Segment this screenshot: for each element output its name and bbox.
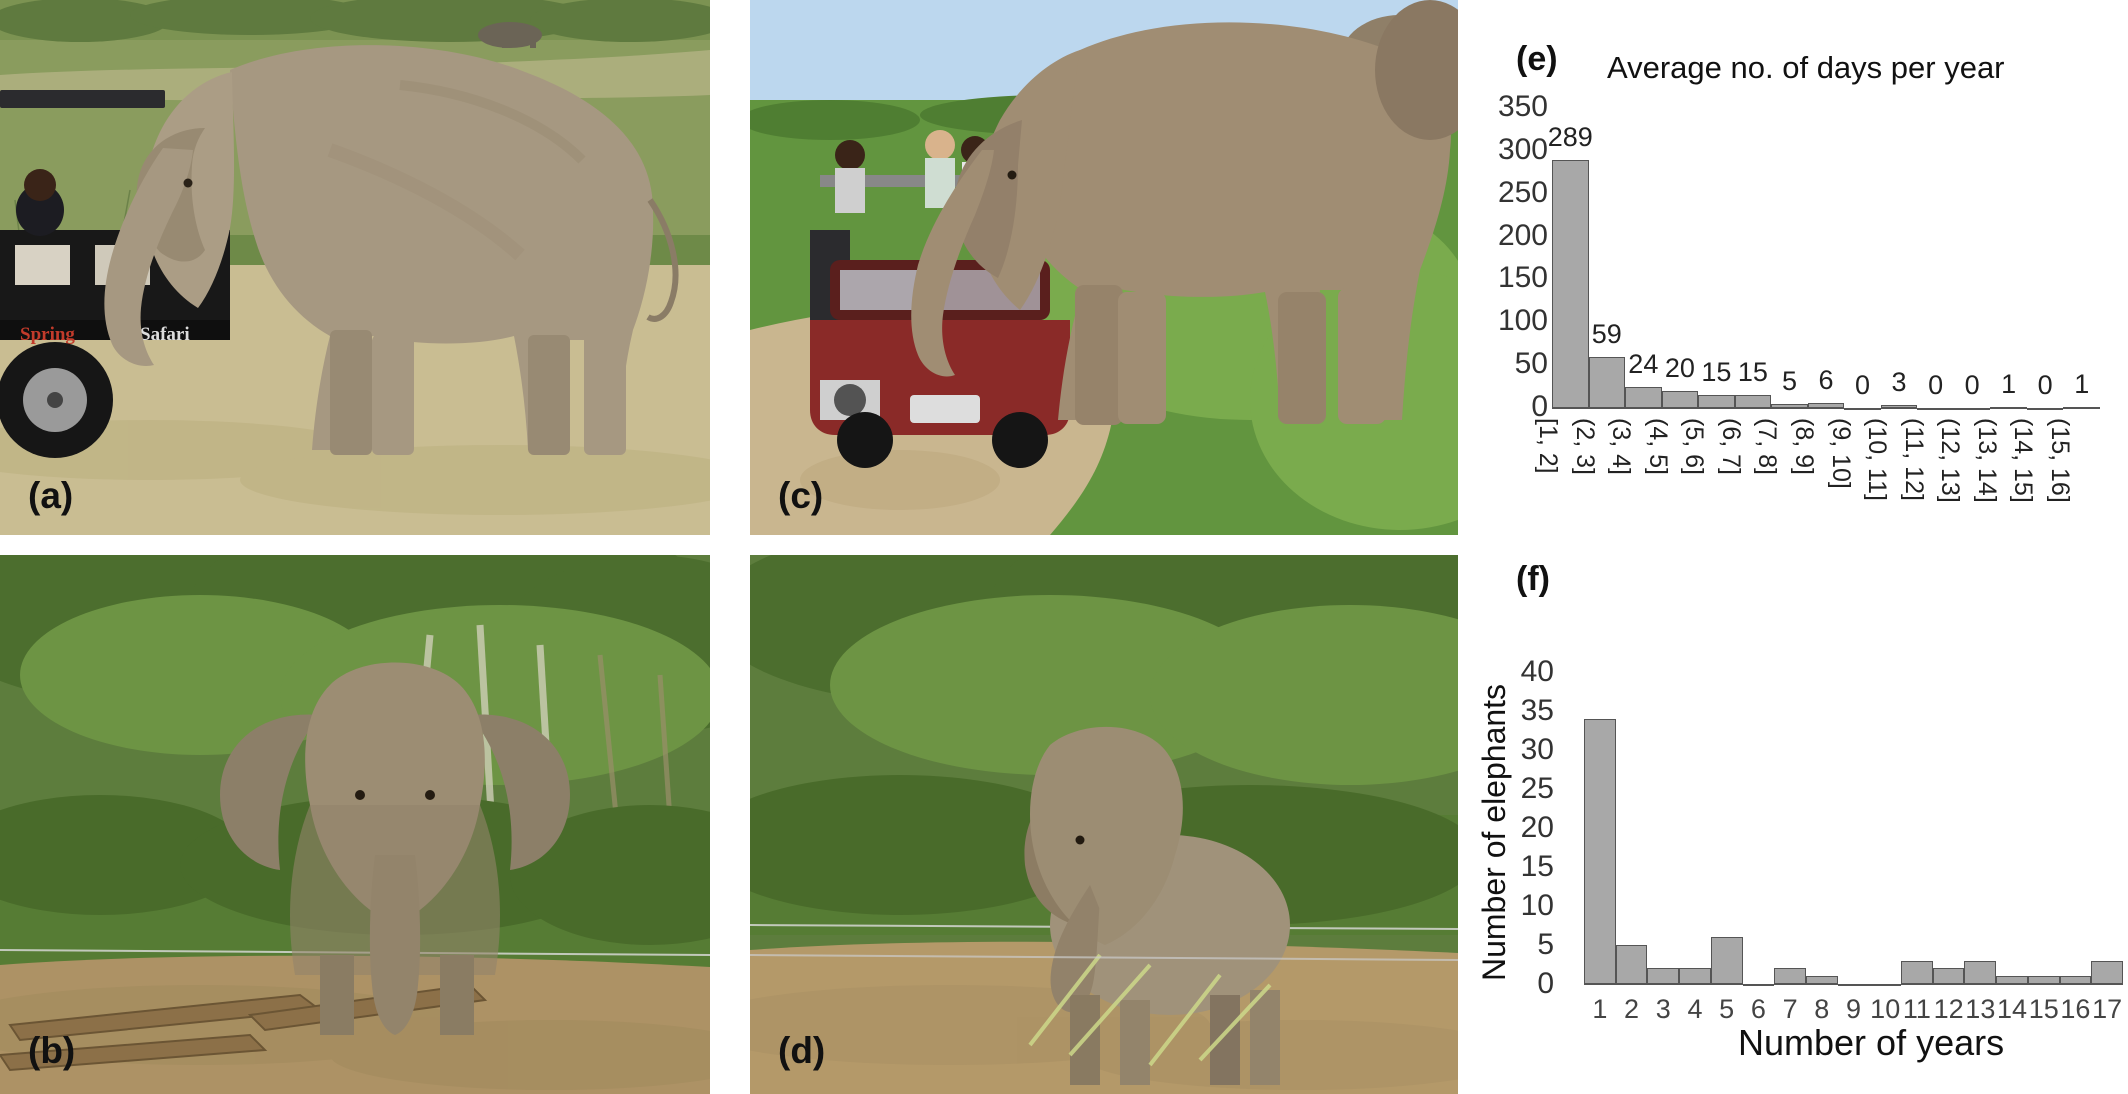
svg-text:Safari: Safari bbox=[140, 324, 190, 345]
svg-text:Spring: Spring bbox=[20, 324, 75, 345]
